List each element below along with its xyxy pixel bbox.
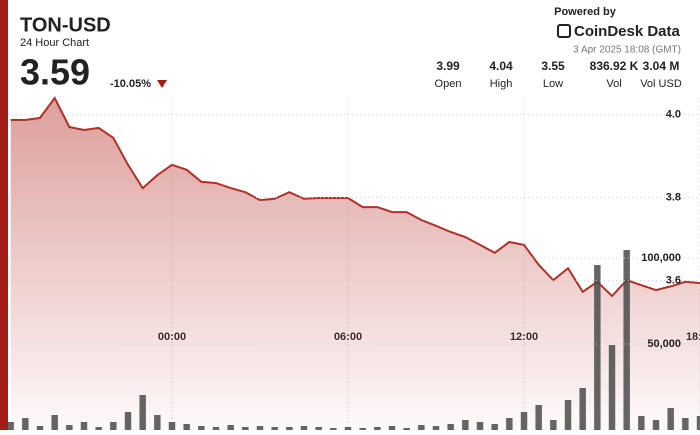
volume-bar: [667, 407, 674, 430]
volume-bar: [139, 395, 146, 430]
stat-label: Vol USD: [640, 78, 682, 90]
volume-bar: [520, 412, 528, 430]
timestamp: 3 Apr 2025 18:08 (GMT): [573, 45, 681, 56]
volume-bar: [432, 426, 440, 430]
volume-bar: [51, 414, 58, 430]
volume-bar: [359, 428, 366, 430]
volume-bar: [403, 428, 410, 430]
volume-bar: [638, 415, 645, 430]
volume-bar: [579, 388, 586, 430]
y-tick-label: 3.6: [666, 275, 681, 287]
volume-bar: [315, 427, 322, 430]
volume-bar: [476, 422, 484, 430]
volume-bar: [198, 426, 205, 430]
ticker: TON-USD: [20, 14, 111, 36]
volume-bar: [227, 425, 234, 430]
volume-bar: [608, 345, 616, 430]
volume-bar: [462, 420, 469, 430]
stat-value: 3.55: [541, 59, 565, 73]
volume-bar: [183, 423, 190, 430]
volume-bar: [623, 250, 630, 430]
y-tick-label: 4.0: [666, 109, 681, 121]
powered-by: Powered by: [554, 6, 617, 18]
brand: CoinDesk Data: [574, 23, 681, 40]
volume-bar: [7, 422, 14, 430]
y-tick-label: 3.8: [666, 192, 681, 204]
volume-bar: [344, 427, 352, 430]
y2-tick-label: 100,000: [641, 252, 681, 264]
volume-bar: [110, 422, 117, 430]
price-area: [10, 98, 700, 430]
volume-bar: [696, 415, 700, 430]
volume-bar: [418, 425, 425, 430]
stat-value: 3.04 M: [643, 59, 680, 73]
stat-value: 836.92 K: [590, 59, 639, 73]
volume-bar: [374, 427, 381, 430]
price-line: [10, 96, 700, 298]
volume-bar: [594, 265, 601, 430]
subtitle: 24 Hour Chart: [20, 37, 89, 49]
volume-bar: [271, 427, 278, 430]
volume-bar: [66, 425, 73, 430]
volume-bar: [242, 427, 249, 430]
volume-bar: [154, 414, 161, 430]
volume-bar: [652, 420, 660, 430]
volume-bar: [550, 420, 557, 430]
volume-bar: [80, 422, 88, 430]
volume-bar: [506, 418, 513, 430]
volume-bar: [22, 418, 29, 430]
volume-bar: [535, 405, 542, 430]
stat-label: Low: [543, 78, 563, 90]
volume-bar: [447, 423, 454, 430]
volume-bar: [95, 427, 102, 430]
stat-label: Open: [435, 78, 462, 90]
volume-bar: [682, 418, 689, 430]
accent-bar: [0, 0, 8, 430]
volume-bar: [124, 412, 132, 430]
volume-bar: [168, 422, 176, 430]
stat-value: 4.04: [489, 59, 513, 73]
volume-bar: [36, 426, 44, 430]
volume-bar: [300, 426, 308, 430]
price: 3.59: [20, 52, 90, 93]
volume-bar: [286, 427, 293, 430]
down-arrow: [157, 80, 167, 88]
volume-bar: [564, 399, 572, 430]
stats: 3.99 Open 4.04 High 3.55 Low 836.92 K Vol 3.04 M…: [435, 59, 682, 90]
change: -10.05%: [110, 78, 151, 90]
plot: 00:0006:0012:0018:003.63.84.050,000100,0…: [7, 96, 700, 430]
y2-tick-label: 50,000: [647, 338, 681, 350]
brand-logo: [557, 24, 571, 38]
volume-bar: [388, 426, 396, 430]
volume-bar: [256, 426, 264, 430]
stat-label: Vol: [606, 78, 621, 90]
volume-bar: [491, 423, 498, 430]
stat-value: 3.99: [436, 59, 460, 73]
volume-bar: [330, 428, 337, 430]
volume-bar: [212, 427, 220, 430]
stat-label: High: [490, 78, 513, 90]
